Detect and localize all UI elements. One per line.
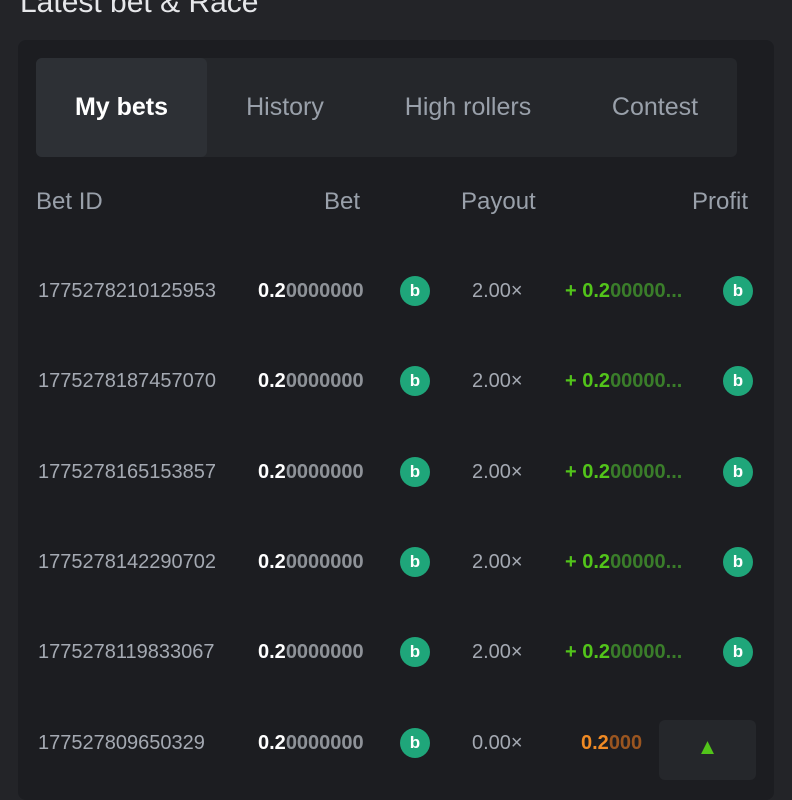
bet-amount: 0.20000000 [258,461,364,484]
scroll-top-button[interactable]: ▲ [659,720,756,780]
bet-id: 1775278165153857 [38,460,216,483]
profit-bold: 0.2 [582,280,611,302]
tab-my-bets[interactable]: My bets [36,58,207,157]
profit-sign: + [565,460,583,483]
bc-coin-icon: b [723,276,753,306]
col-bet: Bet [324,188,361,215]
col-payout: Payout [461,188,536,215]
bet-id: 177527809650329 [38,731,205,754]
profit-rest: 000 [608,731,643,754]
bet-amount-bold: 0.2 [258,550,286,573]
bc-coin-icon: b [400,276,430,306]
profit-bold: 0.2 [582,641,611,664]
bet-amount: 0.20000000 [258,370,364,393]
bet-amount: 0.20000000 [258,551,364,574]
profit: + 0.200000... [565,461,682,484]
profit-bold: 0.2 [582,370,611,393]
tab-contest[interactable]: Contest [611,93,699,121]
bet-id: 1775278119833067 [38,641,215,664]
payout: 2.00× [472,550,523,573]
bet-amount-rest: 0000000 [285,460,364,483]
table-row[interactable]: 1775278142290702 0.20000000 b 2.00× + 0.… [18,545,774,585]
bet-amount: 0.20000000 [258,641,364,664]
table-row[interactable]: 1775278210125953 0.20000000 b 2.00× + 0.… [18,274,774,314]
profit: + 0.200000... [565,641,682,664]
bet-id: 1775278142290702 [38,550,216,573]
payout: 0.00× [472,731,523,754]
profit: 0.2000 [581,732,642,755]
bet-amount-bold: 0.2 [258,641,286,664]
table-row[interactable]: 1775278187457070 0.20000000 b 2.00× + 0.… [18,364,774,404]
bet-amount-rest: 0000000 [285,280,364,302]
col-bet-id: Bet ID [36,188,103,215]
profit-rest: 00000... [610,280,683,302]
bet-amount-bold: 0.2 [258,370,286,393]
bets-card: My bets History High rollers Contest Bet… [18,40,774,800]
table-row[interactable]: 177527809650329 0.20000000 b 0.00× 0.200… [18,726,774,766]
profit-sign: + [565,370,583,393]
profit: + 0.200000... [565,551,682,574]
section-title: Latest bet & Race [20,0,259,19]
table-row[interactable]: 1775278165153857 0.20000000 b 2.00× + 0.… [18,455,774,495]
bc-coin-icon: b [400,546,430,577]
profit-rest: 00000... [610,641,683,664]
profit-bold: 0.2 [582,460,611,483]
bet-amount-rest: 0000000 [285,370,364,393]
col-profit: Profit [692,188,749,215]
table-row[interactable]: 1775278119833067 0.20000000 b 2.00× + 0.… [18,635,774,675]
tab-high-rollers[interactable]: High rollers [404,93,532,121]
chevron-up-icon: ▲ [696,734,719,759]
tab-history[interactable]: History [246,93,324,121]
bet-amount: 0.20000000 [258,280,364,303]
bc-coin-icon: b [400,366,430,397]
payout: 2.00× [472,370,523,393]
bet-amount-rest: 0000000 [285,731,364,754]
bet-amount-bold: 0.2 [258,731,286,754]
profit-sign: + [565,641,583,664]
bc-coin-icon: b [723,546,753,577]
bet-id: 1775278210125953 [38,280,216,302]
bet-amount-rest: 0000000 [285,550,364,573]
profit-sign: + [565,550,583,573]
bc-coin-icon: b [723,366,753,397]
profit-rest: 00000... [610,550,683,573]
bc-coin-icon: b [723,456,753,487]
profit-bold: 0.2 [582,550,611,573]
bc-coin-icon: b [400,727,430,758]
profit: + 0.200000... [565,370,682,393]
bet-id: 1775278187457070 [38,370,216,393]
profit-rest: 00000... [610,460,683,483]
profit-rest: 00000... [610,370,683,393]
payout: 2.00× [472,641,523,664]
bet-amount: 0.20000000 [258,732,364,755]
bet-amount-bold: 0.2 [258,280,286,302]
bc-coin-icon: b [400,637,430,668]
bc-coin-icon: b [400,456,430,487]
payout: 2.00× [472,280,523,302]
bet-amount-rest: 0000000 [285,641,364,664]
payout: 2.00× [472,460,523,483]
profit: + 0.200000... [565,280,682,303]
bc-coin-icon: b [723,637,753,668]
profit-sign: + [565,280,583,302]
profit-bold: 0.2 [581,731,609,754]
tab-bar: My bets History High rollers Contest [36,58,737,157]
bet-amount-bold: 0.2 [258,460,286,483]
